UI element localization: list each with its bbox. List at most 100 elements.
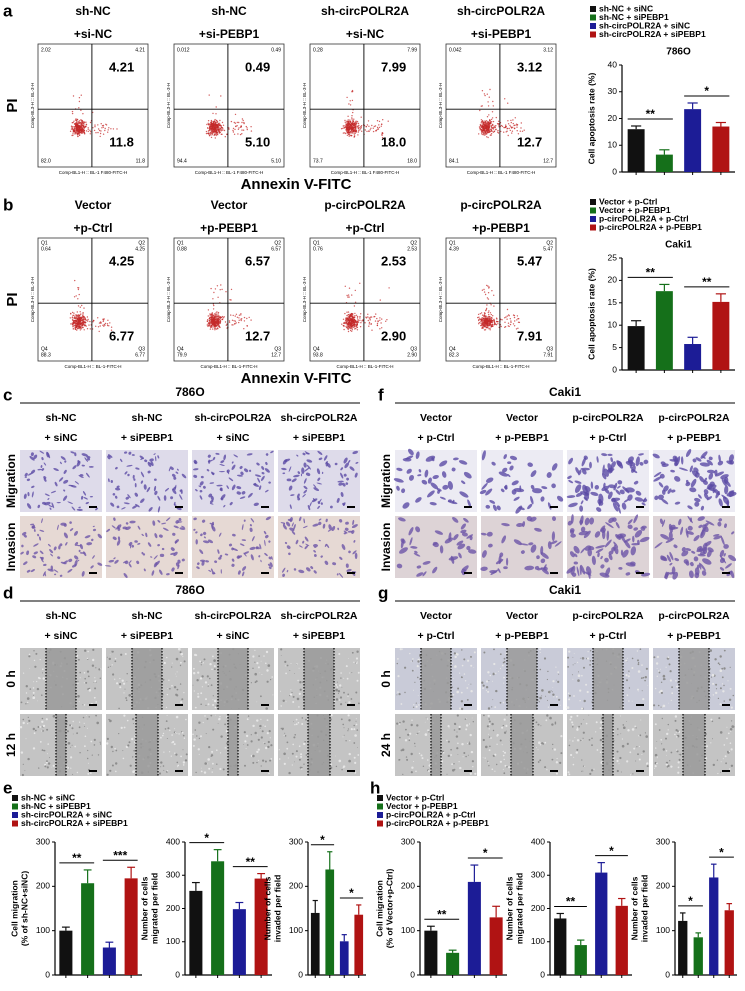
event-dot bbox=[373, 316, 375, 318]
event-dot bbox=[232, 314, 234, 317]
event-dot bbox=[84, 325, 86, 327]
event-dot bbox=[212, 132, 214, 134]
event-dot bbox=[239, 133, 242, 136]
cell bbox=[148, 507, 153, 512]
event-dot bbox=[491, 126, 493, 128]
cell bbox=[530, 484, 535, 490]
quadrant-percent: 2.90 bbox=[381, 328, 406, 343]
speck bbox=[76, 771, 79, 774]
speck bbox=[342, 736, 344, 738]
quadrant-name: Q1 bbox=[449, 240, 456, 246]
quadrant-value: 2.90 bbox=[407, 352, 417, 358]
event-dot bbox=[483, 288, 485, 291]
event-dot bbox=[250, 130, 253, 132]
speck bbox=[219, 767, 222, 771]
speck bbox=[28, 653, 31, 656]
quadrant-value: 0.64 bbox=[41, 246, 51, 252]
event-dot bbox=[103, 318, 105, 320]
event-dot bbox=[482, 321, 485, 324]
speck bbox=[88, 687, 91, 690]
event-dot bbox=[351, 99, 354, 102]
speck bbox=[158, 772, 162, 775]
cell bbox=[237, 570, 241, 575]
cell bbox=[291, 522, 294, 527]
quadrant-name: Q1 bbox=[177, 240, 184, 246]
cell bbox=[108, 559, 115, 563]
cell bbox=[574, 484, 582, 493]
event-dot bbox=[89, 131, 92, 133]
event-dot bbox=[487, 327, 489, 329]
cell bbox=[519, 543, 529, 546]
speck bbox=[106, 656, 108, 658]
image-bg bbox=[106, 450, 188, 512]
event-dot bbox=[368, 125, 370, 128]
event-dot bbox=[87, 128, 89, 130]
speck bbox=[123, 726, 126, 729]
quadrant-name: Q2 bbox=[546, 240, 553, 246]
quadrant-percent: 12.7 bbox=[245, 328, 270, 343]
cell bbox=[501, 522, 510, 527]
speck bbox=[163, 769, 165, 771]
event-dot bbox=[487, 131, 490, 133]
event-dot bbox=[350, 314, 352, 316]
event-dot bbox=[488, 114, 490, 116]
cell bbox=[121, 507, 126, 510]
speck bbox=[334, 668, 336, 670]
event-dot bbox=[355, 314, 358, 316]
cell bbox=[728, 554, 737, 562]
cell bbox=[256, 462, 260, 466]
speck bbox=[122, 757, 125, 760]
event-dot bbox=[348, 132, 351, 134]
cell bbox=[60, 561, 67, 565]
speck bbox=[94, 677, 96, 679]
event-dot bbox=[213, 315, 215, 317]
cell bbox=[30, 523, 35, 526]
speck bbox=[493, 648, 495, 651]
cell bbox=[622, 549, 629, 558]
event-dot bbox=[220, 130, 223, 132]
speck bbox=[347, 728, 349, 730]
speck bbox=[71, 744, 73, 746]
cell bbox=[667, 488, 672, 494]
speck bbox=[259, 728, 261, 730]
speck bbox=[356, 650, 359, 653]
cell bbox=[174, 484, 177, 491]
cell bbox=[422, 571, 427, 577]
speck bbox=[348, 752, 351, 756]
cell bbox=[143, 568, 146, 572]
event-dot bbox=[348, 135, 350, 137]
plot-frame bbox=[445, 237, 557, 362]
event-dot bbox=[78, 120, 81, 122]
event-dot bbox=[213, 318, 215, 321]
speck bbox=[180, 701, 183, 704]
event-dot bbox=[481, 318, 483, 320]
event-dot bbox=[348, 126, 350, 128]
cell bbox=[689, 465, 693, 473]
column-header: + p-PEBP1 bbox=[667, 432, 721, 444]
cell bbox=[303, 462, 307, 468]
cell bbox=[208, 569, 212, 572]
cell bbox=[343, 457, 348, 464]
event-dot bbox=[215, 134, 217, 137]
event-dot bbox=[368, 321, 371, 324]
cell bbox=[345, 521, 349, 525]
quadrant-name: Q4 bbox=[41, 346, 48, 352]
cell bbox=[171, 488, 177, 495]
speck bbox=[552, 687, 554, 688]
speck bbox=[25, 738, 27, 740]
event-dot bbox=[386, 319, 388, 321]
event-dot bbox=[352, 123, 355, 125]
speck bbox=[200, 692, 203, 695]
wound-gap bbox=[46, 648, 76, 710]
speck bbox=[348, 672, 350, 674]
event-dot bbox=[80, 317, 83, 320]
event-dot bbox=[487, 136, 489, 139]
event-dot bbox=[218, 315, 220, 317]
cell bbox=[485, 504, 491, 509]
cell bbox=[321, 471, 324, 474]
event-dot bbox=[485, 326, 488, 329]
event-dot bbox=[481, 314, 484, 316]
cell bbox=[597, 552, 600, 558]
event-dot bbox=[215, 321, 217, 323]
event-dot bbox=[80, 313, 82, 315]
